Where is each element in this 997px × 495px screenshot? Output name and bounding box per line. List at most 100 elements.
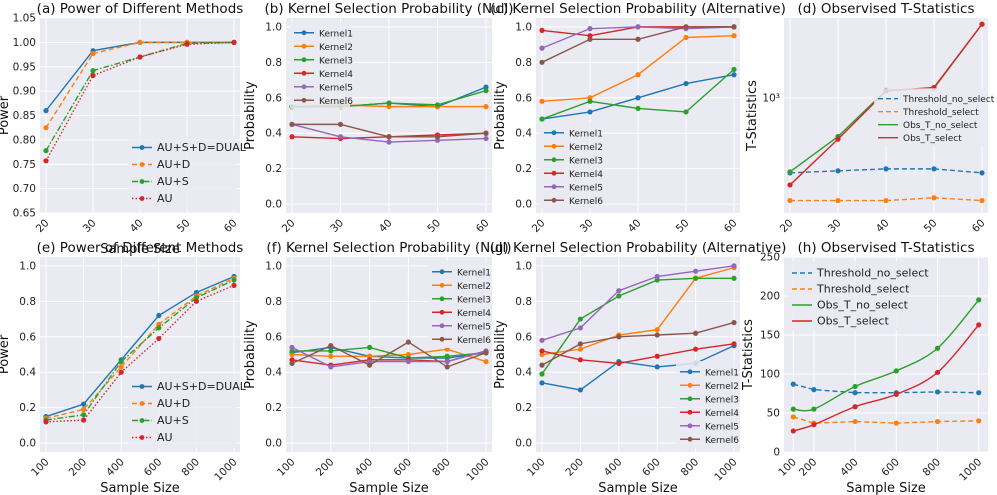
data-point: [577, 387, 584, 393]
legend-marker: [439, 282, 445, 288]
data-point: [539, 348, 545, 354]
legend-marker: [139, 196, 145, 201]
legend-marker: [139, 418, 145, 423]
data-point: [976, 322, 982, 328]
y-tick-label: 0.4: [515, 367, 532, 379]
data-point: [587, 36, 593, 42]
data-point: [683, 80, 689, 87]
data-point: [367, 344, 373, 351]
x-tick-label: 100: [525, 456, 548, 479]
y-tick-label: 0.75: [13, 159, 36, 171]
chart-title: (a) Power of Different Methods: [37, 1, 244, 17]
data-point: [539, 116, 545, 122]
y-tick-label: 10³: [762, 93, 780, 105]
data-point: [337, 134, 344, 140]
y-tick-label: 0.0: [265, 199, 282, 211]
x-tick-label: 1000: [464, 456, 491, 483]
legend-label: Kernel5: [705, 422, 739, 432]
y-tick-label: 50: [767, 408, 780, 420]
legend-label: Kernel6: [705, 436, 739, 446]
data-point: [790, 381, 796, 387]
x-tick-label: 40: [128, 217, 146, 235]
data-point: [731, 66, 737, 73]
y-tick-label: 0.6: [515, 331, 532, 343]
legend: AU+S+D=DUAL AU+D AU+S AU: [128, 135, 247, 209]
x-tick-label: 800: [430, 456, 453, 479]
x-tick-label: 60: [474, 217, 492, 235]
y-tick-label: 0.4: [265, 128, 282, 140]
series-Kernel5: [539, 263, 737, 343]
data-point: [934, 389, 941, 395]
series-line: [291, 346, 487, 368]
data-point: [654, 364, 660, 370]
legend-label: Kernel1: [705, 368, 739, 378]
legend: Threshold_no_select Threshold_select Obs_T…: [788, 261, 929, 331]
x-tick-label: 400: [602, 456, 625, 479]
y-tick-label: 200: [760, 291, 780, 303]
data-point: [587, 109, 593, 115]
panel-d: 20 30 40 50 60 10³ (d) Observised T-Statistics…: [745, 1, 995, 235]
y-tick-label: 0.6: [19, 331, 36, 343]
x-axis-label: Sample Size: [349, 481, 429, 495]
x-tick-label: 30: [328, 217, 346, 235]
y-tick-label: 0.65: [13, 208, 36, 220]
legend-label: Kernel2: [705, 382, 739, 392]
data-point: [539, 59, 545, 65]
legend-marker: [551, 157, 557, 163]
data-point: [979, 197, 985, 204]
y-axis-label: Power: [0, 334, 12, 374]
y-axis-label: Probability: [493, 81, 508, 150]
data-point: [731, 24, 737, 30]
y-tick-label: 1.0: [515, 21, 532, 33]
data-point: [811, 387, 817, 393]
data-point: [790, 406, 796, 412]
data-point: [118, 369, 124, 375]
data-point: [81, 417, 87, 423]
data-point: [337, 121, 344, 127]
legend-marker: [551, 184, 557, 190]
data-point: [539, 98, 545, 104]
data-point: [43, 158, 49, 164]
series-Kernel1: [539, 343, 737, 393]
legend-label: Kernel1: [319, 29, 353, 39]
legend-box: [128, 374, 236, 448]
legend-marker: [139, 401, 145, 406]
data-point: [683, 34, 689, 41]
legend-label: Obs_T_select: [817, 315, 889, 328]
y-tick-label: 0.4: [19, 367, 36, 379]
legend-label: Kernel4: [319, 70, 353, 80]
y-tick-label: 0.4: [515, 128, 532, 140]
legend: Kernel1 Kernel2 Kernel3 Kernel4 Kernel5 Kerne…: [290, 22, 353, 109]
legend-label: Kernel3: [457, 295, 491, 305]
data-point: [328, 364, 334, 370]
data-point: [539, 45, 545, 51]
y-axis-label: T-Statistics: [745, 80, 760, 152]
data-point: [137, 39, 143, 45]
data-point: [483, 350, 489, 356]
legend-label: Kernel6: [319, 97, 353, 107]
legend-label: Kernel2: [569, 143, 603, 153]
y-tick-label: 0.0: [515, 199, 532, 211]
data-point: [693, 346, 699, 352]
legend-label: Kernel1: [457, 268, 491, 278]
x-tick-label: 200: [797, 456, 820, 479]
data-point: [811, 422, 817, 428]
y-tick-label: 0.2: [19, 402, 36, 414]
data-point: [790, 414, 796, 420]
data-point: [386, 134, 392, 140]
legend-marker: [439, 323, 445, 329]
data-point: [635, 24, 641, 30]
x-tick-label: 50: [922, 217, 940, 235]
legend-label: Threshold_select: [902, 108, 979, 118]
data-point: [654, 332, 660, 338]
legend-marker: [301, 84, 307, 90]
data-point: [43, 125, 49, 131]
legend-label: Kernel3: [705, 395, 739, 405]
y-tick-label: 0.8: [19, 296, 36, 308]
x-tick-label: 400: [104, 456, 127, 479]
y-axis-label: T-Statistics: [741, 319, 756, 391]
data-point: [835, 168, 841, 174]
data-point: [635, 72, 641, 78]
x-tick-label: 100: [776, 456, 799, 479]
